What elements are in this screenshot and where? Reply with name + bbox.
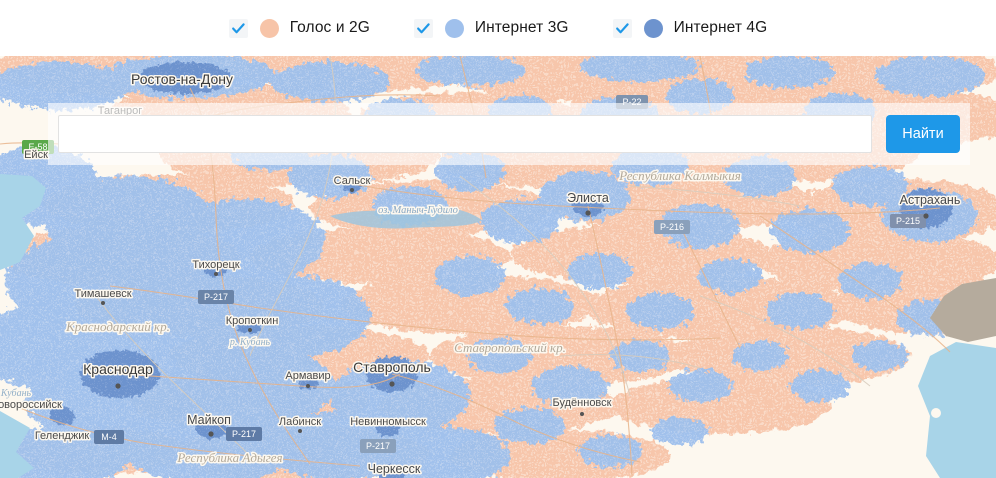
- legend-item-voice2g[interactable]: Голос и 2G: [228, 18, 370, 38]
- svg-text:E-58: E-58: [28, 142, 47, 152]
- map-water-label: оз. Маныч-Гудило: [378, 205, 458, 216]
- checkbox-internet4g[interactable]: [612, 18, 632, 38]
- legend-label-internet4g: Интернет 4G: [673, 19, 768, 37]
- legend-label-internet3g: Интернет 3G: [474, 19, 569, 37]
- highway-shields: E-58 Р-22 Р-217 Р-216 Р-215: [22, 95, 926, 453]
- water-caspian: [918, 342, 996, 478]
- water-blacksea: [0, 411, 34, 478]
- legend-item-internet3g[interactable]: Интернет 3G: [413, 18, 569, 38]
- water-azov: [0, 174, 46, 270]
- legend-swatch-voice2g: [259, 18, 279, 38]
- map-region-label: Краснодарский кр.: [65, 319, 170, 334]
- map-city-label: Будённовск: [553, 397, 612, 409]
- highway-shield-r216: Р-216: [654, 220, 690, 234]
- neighbor-land: [930, 278, 996, 342]
- map-region-label: Республика Адыгея: [176, 450, 282, 465]
- map-city-label: Астрахань: [900, 193, 961, 207]
- search-button[interactable]: Найти: [886, 115, 960, 153]
- map-city-label: Армавир: [285, 370, 330, 382]
- legend-swatch-internet3g: [444, 18, 464, 38]
- svg-text:Р-217: Р-217: [204, 292, 228, 302]
- map-water-label: Кубань: [0, 388, 32, 399]
- highway-shield-r215: Р-215: [890, 214, 926, 228]
- highway-shield-r217-c: Р-217: [360, 439, 396, 453]
- highway-shield-r217-a: Р-217: [198, 290, 234, 304]
- checkbox-internet3g[interactable]: [413, 18, 433, 38]
- legend-swatch-internet4g: [643, 18, 663, 38]
- map-canvas[interactable]: E-58 Р-22 Р-217 Р-216 Р-215: [0, 56, 996, 478]
- svg-text:Р-217: Р-217: [232, 429, 256, 439]
- city-dots: [101, 188, 929, 437]
- search-panel: Найти: [48, 103, 970, 165]
- map-city-label: Ростов-на-Дону: [131, 71, 233, 87]
- map-city-label: Элиста: [567, 191, 609, 205]
- lake-manych: [330, 206, 482, 229]
- search-input[interactable]: [58, 115, 872, 153]
- highway-shield-e58: E-58: [22, 140, 54, 154]
- legend-label-voice2g: Голос и 2G: [289, 19, 370, 37]
- map-city-label: Черкесск: [368, 462, 421, 476]
- map-water-label: р. Кубань: [229, 337, 271, 348]
- map-city-label: Новороссийск: [0, 399, 62, 411]
- map-region-label: Ставропольский кр.: [454, 340, 566, 355]
- legend-item-internet4g[interactable]: Интернет 4G: [612, 18, 768, 38]
- map-city-label: Ейск: [24, 149, 48, 161]
- svg-text:М-4: М-4: [101, 432, 117, 442]
- svg-text:Р-22: Р-22: [622, 97, 641, 107]
- map-city-label: Тихорецк: [192, 259, 239, 271]
- map-city-label: Лабинск: [279, 416, 321, 428]
- map-city-label: Тимашевск: [74, 288, 131, 300]
- highway-shield-m4: М-4: [94, 430, 124, 444]
- svg-text:Р-217: Р-217: [366, 441, 390, 451]
- map-city-label: Сальск: [334, 175, 371, 187]
- map-city-label: Геленджик: [35, 430, 90, 442]
- coverage-legend: Голос и 2G Интернет 3G Интернет 4G: [0, 0, 996, 56]
- map-city-label: Майкоп: [187, 413, 231, 427]
- map-region-label: Республика Калмыкия: [618, 168, 741, 183]
- svg-text:Р-215: Р-215: [896, 216, 920, 226]
- map-city-label: Невинномысск: [350, 416, 426, 428]
- map-city-label: Кропоткин: [226, 315, 279, 327]
- map-city-label: Ставрополь: [353, 359, 431, 375]
- checkbox-voice2g[interactable]: [228, 18, 248, 38]
- map-city-label: Краснодар: [83, 361, 153, 377]
- highway-shield-r217-b: Р-217: [226, 427, 262, 441]
- svg-text:Р-216: Р-216: [660, 222, 684, 232]
